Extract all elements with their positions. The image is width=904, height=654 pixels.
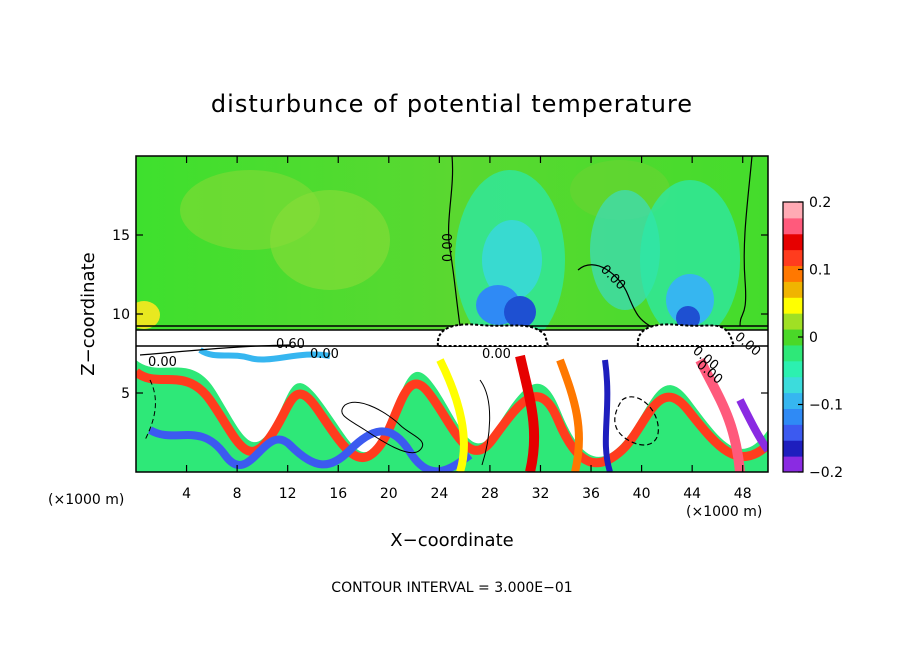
x-tick-label: 36 bbox=[582, 486, 600, 502]
lower-band bbox=[136, 368, 768, 468]
colorbar-swatch bbox=[783, 249, 803, 267]
y-tick-label: 10 bbox=[112, 307, 130, 323]
chart-title: disturbunce of potential temperature bbox=[211, 90, 693, 118]
contour-label: 0.60 bbox=[276, 337, 305, 352]
colorbar-swatch bbox=[783, 313, 803, 330]
x-tick-label: 20 bbox=[380, 486, 398, 502]
x-tick-label: 48 bbox=[734, 486, 752, 502]
colorbar-swatch bbox=[783, 376, 803, 394]
lower-band bbox=[147, 426, 473, 472]
colorbar-swatch bbox=[783, 440, 803, 457]
colorbar-swatch bbox=[783, 392, 803, 409]
x-tick-label: 16 bbox=[329, 486, 347, 502]
contour-line bbox=[577, 264, 651, 327]
colorbar-swatch bbox=[783, 360, 803, 378]
x-unit-right: (×1000 m) bbox=[686, 504, 762, 520]
plume bbox=[504, 296, 536, 328]
colorbar-swatch bbox=[783, 202, 803, 219]
x-tick-label: 28 bbox=[481, 486, 499, 502]
colorbar-swatch bbox=[783, 408, 803, 425]
x-tick-label: 8 bbox=[233, 486, 242, 502]
contour-label: 0.00 bbox=[482, 347, 511, 362]
colorbar-tick-label: 0.2 bbox=[809, 195, 831, 211]
contour-line bbox=[139, 344, 291, 356]
lower-band bbox=[198, 347, 331, 363]
colorbar-swatch bbox=[783, 233, 803, 251]
x-axis-label: X−coordinate bbox=[390, 530, 513, 551]
plume bbox=[640, 180, 740, 340]
plume bbox=[676, 306, 700, 330]
plot-area bbox=[136, 156, 768, 472]
plume bbox=[482, 220, 542, 300]
contour-line bbox=[479, 379, 491, 466]
y-tick-label: 5 bbox=[121, 386, 130, 402]
contour-label: 0.00 bbox=[310, 347, 339, 362]
x-tick-label: 44 bbox=[683, 486, 701, 502]
contour-line bbox=[739, 156, 753, 327]
lower-band bbox=[515, 354, 540, 472]
x-tick-label: 24 bbox=[430, 486, 448, 502]
colorbar-swatch bbox=[783, 265, 803, 282]
colorbar: 0.2 0.1 0 −0.1 −0.2 bbox=[782, 195, 843, 481]
colorbar-tick-label: −0.2 bbox=[809, 465, 843, 481]
lower-band bbox=[556, 358, 584, 472]
x-tick-label: 32 bbox=[532, 486, 550, 502]
contour-label: 0.00 bbox=[148, 355, 177, 370]
contour-line bbox=[447, 156, 461, 327]
lower-band bbox=[602, 359, 613, 472]
light-green-patch bbox=[270, 190, 390, 290]
colorbar-swatch bbox=[783, 424, 803, 441]
yellow-patch bbox=[136, 301, 160, 329]
contour-line bbox=[144, 379, 156, 441]
contour-interval-note: CONTOUR INTERVAL = 3.000E−01 bbox=[331, 580, 572, 596]
cloud-cap bbox=[436, 323, 550, 347]
x-tick-label: 12 bbox=[279, 486, 297, 502]
y-axis-label: Z−coordinate bbox=[78, 252, 99, 375]
x-axis: 4 8 12 16 20 24 28 32 36 40 44 48 bbox=[182, 156, 752, 502]
lower-band bbox=[695, 357, 745, 472]
lower-band bbox=[436, 358, 468, 472]
contour-line bbox=[614, 396, 659, 446]
y-axis: 5 10 15 bbox=[112, 228, 768, 402]
contour-label: 0.00 bbox=[441, 233, 456, 262]
y-tick-label: 15 bbox=[112, 228, 130, 244]
x-tick-label: 40 bbox=[633, 486, 651, 502]
colorbar-swatch bbox=[783, 329, 803, 346]
contour-line bbox=[341, 401, 423, 454]
cloud-cap bbox=[636, 323, 736, 347]
colorbar-swatch bbox=[783, 456, 803, 473]
x-unit-left: (×1000 m) bbox=[48, 492, 124, 508]
colorbar-swatch bbox=[783, 217, 803, 235]
colorbar-swatch bbox=[783, 297, 803, 314]
colorbar-tick-label: 0 bbox=[809, 330, 818, 346]
colorbar-swatch bbox=[783, 344, 803, 362]
colorbar-tick-label: 0.1 bbox=[809, 263, 831, 279]
colorbar-swatch bbox=[783, 281, 803, 298]
lower-band bbox=[736, 398, 768, 453]
x-tick-label: 4 bbox=[182, 486, 191, 502]
colorbar-tick-label: −0.1 bbox=[809, 398, 843, 414]
